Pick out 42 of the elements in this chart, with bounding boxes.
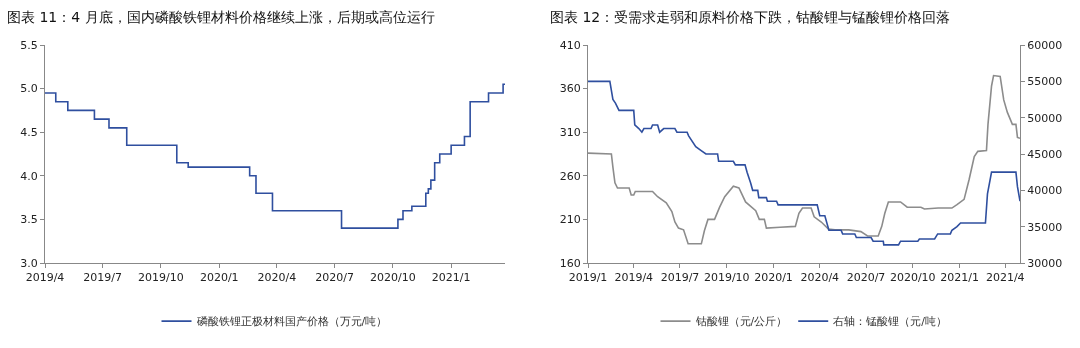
x-tick-label: 2019/7 bbox=[83, 271, 123, 285]
y2-tick-label: 30000 bbox=[1027, 256, 1063, 270]
x-tick-label: 2021/1 bbox=[431, 271, 471, 285]
x-tick-label: 2021/1 bbox=[940, 271, 979, 285]
y2-tick-label: 35000 bbox=[1027, 220, 1063, 234]
y-tick-label: 160 bbox=[559, 256, 581, 270]
chart-title: 图表 12：受需求走弱和原料价格下跌，钴酸锂与锰酸锂价格回落 bbox=[550, 9, 951, 25]
x-tick-label: 2019/1 bbox=[568, 271, 608, 285]
x-tick-label: 2020/7 bbox=[846, 271, 886, 285]
x-tick-label: 2021/4 bbox=[985, 271, 1025, 285]
y2-tick-label: 55000 bbox=[1027, 75, 1063, 89]
x-tick-label: 2020/10 bbox=[370, 271, 416, 285]
x-tick-label: 2019/7 bbox=[660, 271, 700, 285]
x-tick-label: 2020/4 bbox=[800, 271, 840, 285]
y2-tick-label: 50000 bbox=[1027, 111, 1063, 125]
y-tick-label: 5.0 bbox=[20, 82, 38, 96]
x-tick-label: 2019/10 bbox=[703, 271, 750, 285]
y2-tick-label: 45000 bbox=[1027, 147, 1063, 161]
legend-label: 右轴：锰酸锂（元/吨） bbox=[833, 315, 947, 329]
x-tick-label: 2019/4 bbox=[614, 271, 654, 285]
legend-label: 磷酸铁锂正极材料国产价格（万元/吨） bbox=[195, 315, 388, 329]
y-tick-label: 4.0 bbox=[20, 169, 38, 183]
x-tick-label: 2020/10 bbox=[889, 271, 936, 285]
x-tick-label: 2019/4 bbox=[25, 271, 65, 285]
y-tick-label: 3.5 bbox=[20, 213, 38, 227]
legend-label: 钴酸锂（元/公斤） bbox=[694, 315, 788, 329]
x-tick-label: 2020/1 bbox=[199, 271, 239, 285]
y-tick-label: 3.0 bbox=[20, 256, 38, 270]
x-tick-label: 2020/4 bbox=[257, 271, 297, 285]
x-tick-label: 2020/1 bbox=[754, 271, 793, 285]
y2-tick-label: 60000 bbox=[1027, 38, 1063, 52]
y-tick-label: 5.5 bbox=[20, 38, 38, 52]
chart-title: 图表 11：4 月底，国内磷酸铁锂材料价格继续上涨，后期或高位运行 bbox=[7, 9, 435, 25]
y-tick-label: 410 bbox=[559, 38, 581, 52]
y-tick-label: 210 bbox=[559, 213, 581, 227]
y-tick-label: 310 bbox=[559, 126, 581, 140]
y2-tick-label: 40000 bbox=[1027, 184, 1063, 198]
x-tick-label: 2020/7 bbox=[315, 271, 354, 285]
y-tick-label: 260 bbox=[559, 169, 581, 183]
y-tick-label: 360 bbox=[559, 82, 581, 96]
x-tick-label: 2019/10 bbox=[138, 271, 184, 285]
y-tick-label: 4.5 bbox=[20, 126, 38, 140]
